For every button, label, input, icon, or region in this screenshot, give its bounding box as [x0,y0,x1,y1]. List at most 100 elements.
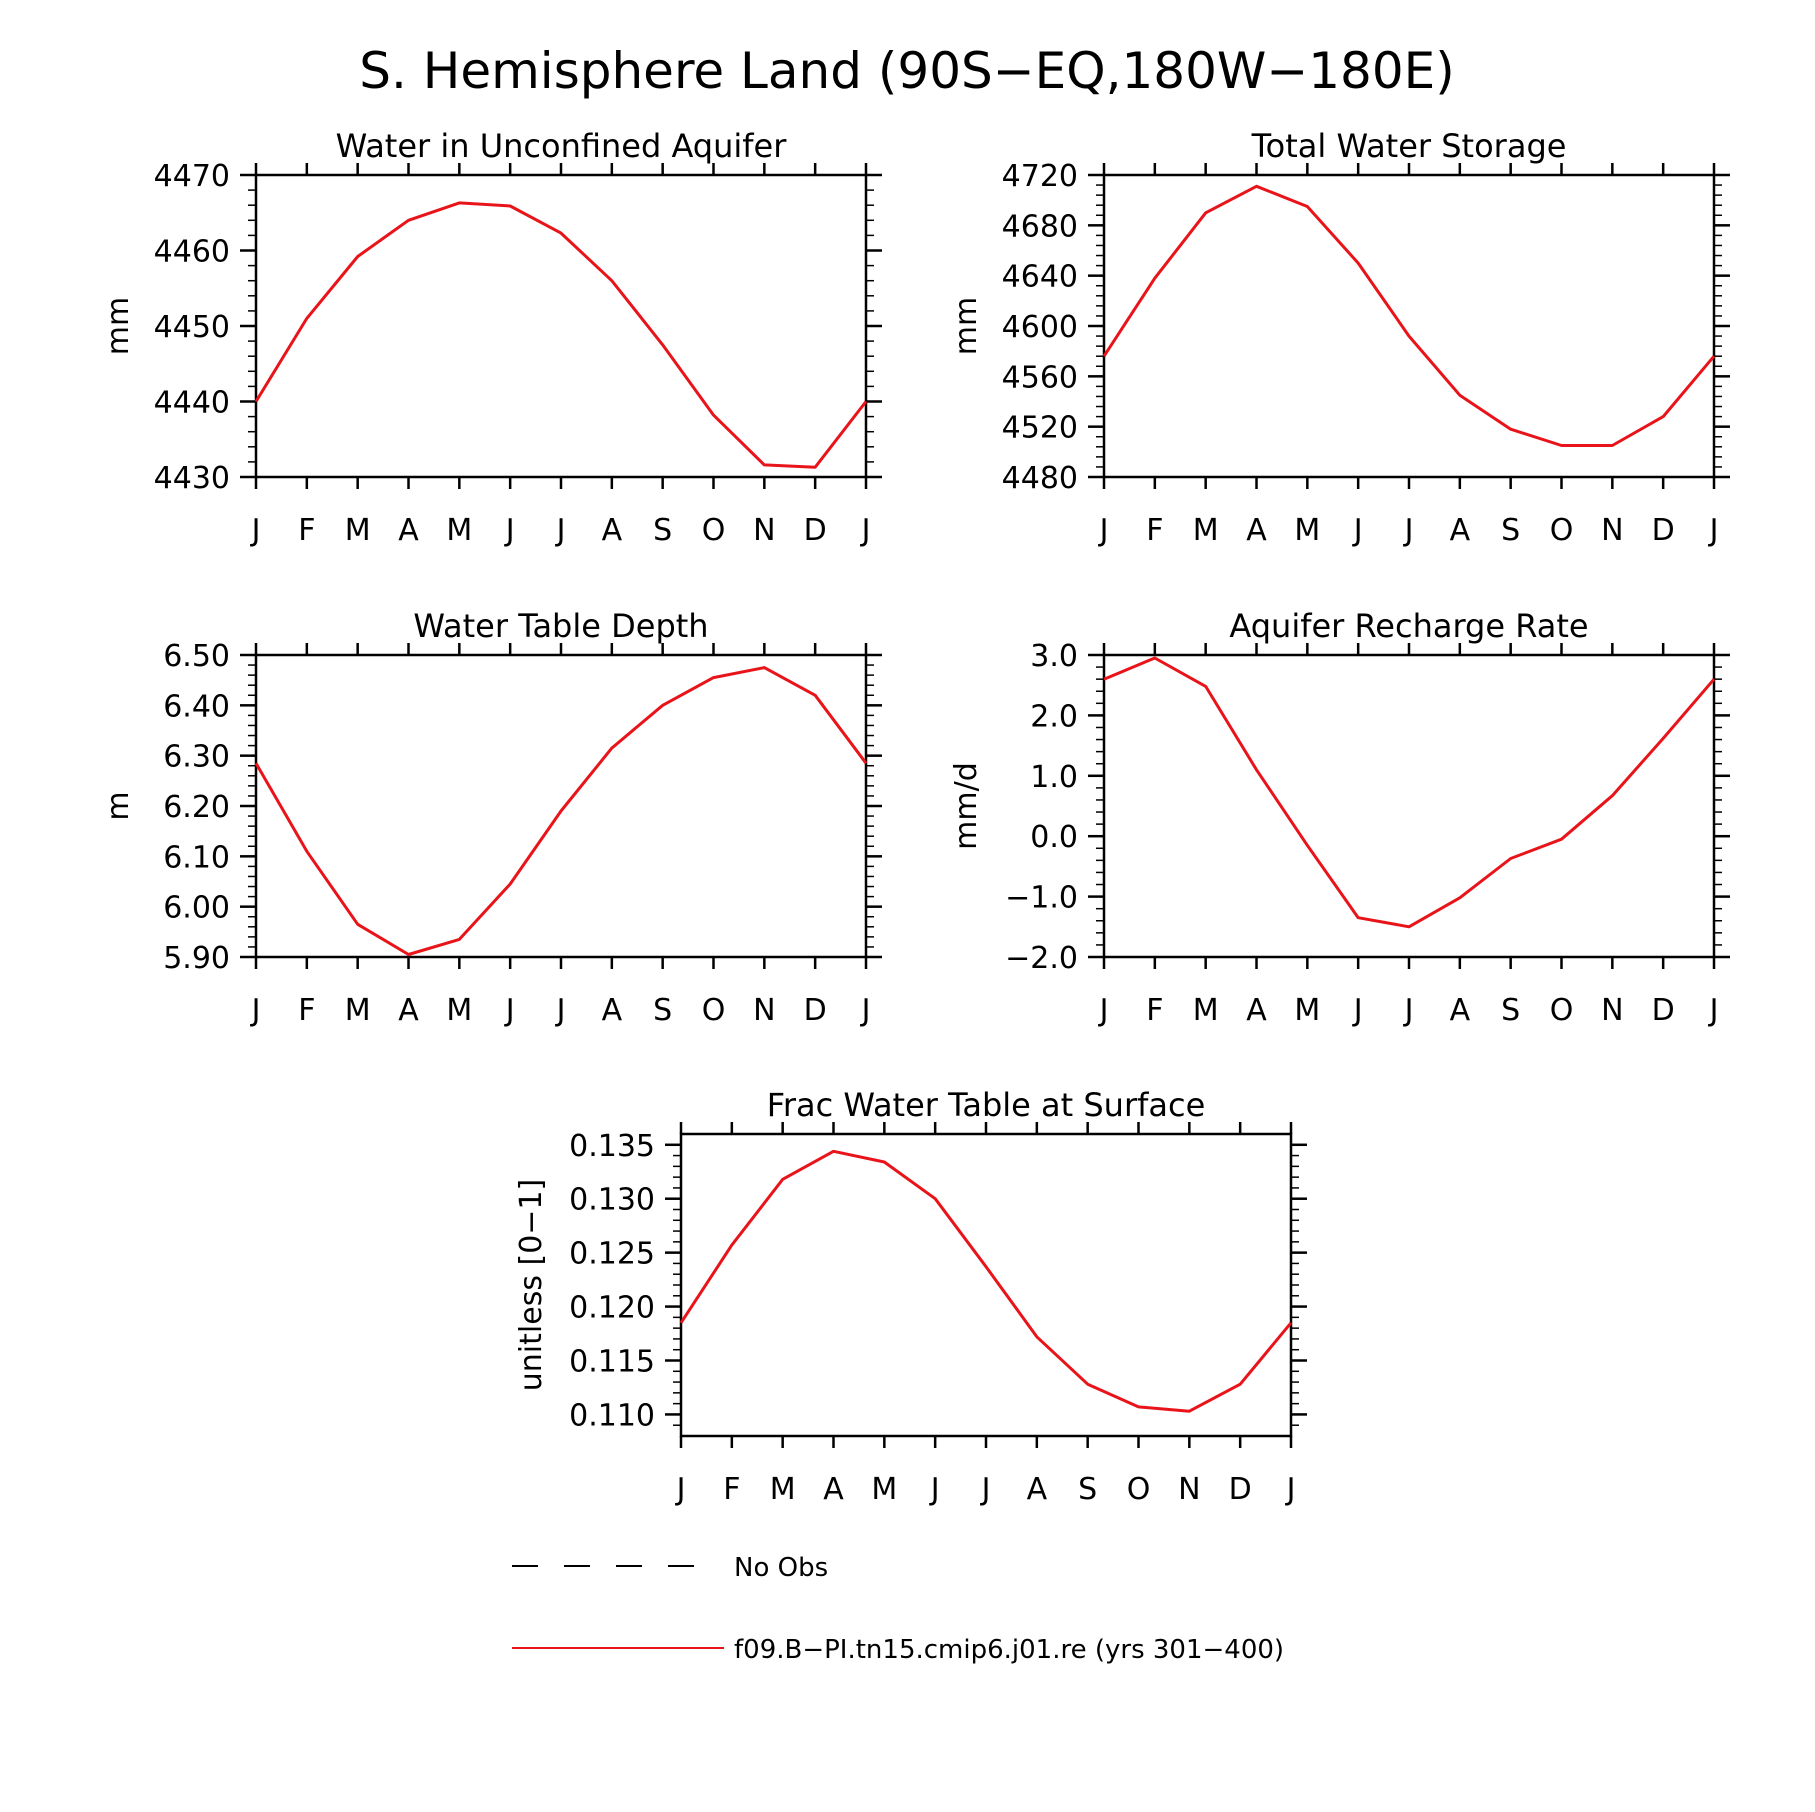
legend: No Obs f09.B−PI.tn15.cmip6.j01.re (yrs 3… [512,1553,1284,1665]
x-tick-label: F [298,993,315,1028]
x-tick-label: A [1246,513,1267,548]
x-tick-label: J [980,1472,991,1507]
y-tick-label: 6.10 [163,840,230,875]
x-tick-label: D [1652,993,1675,1028]
x-tick-label: M [345,993,371,1028]
panel-title: Total Water Storage [1251,127,1567,165]
y-tick-label: 4480 [1002,461,1078,496]
y-tick-label: 1.0 [1030,760,1078,795]
y-axis-label: mm/d [949,762,984,850]
x-tick-label: A [1450,513,1471,548]
x-tick-label: O [1127,1472,1151,1507]
y-tick-label: 0.130 [569,1183,655,1218]
y-axis-label: mm [949,297,984,355]
main-title: S. Hemisphere Land (90S−EQ,180W−180E) [359,42,1455,100]
x-tick-label: M [1193,513,1219,548]
y-tick-label: 4560 [1002,360,1078,395]
x-tick-label: M [1193,993,1219,1028]
x-tick-label: J [1708,993,1719,1028]
x-tick-label: J [929,1472,940,1507]
x-tick-label: N [753,513,775,548]
y-tick-label: 6.40 [163,689,230,724]
x-tick-label: D [804,513,827,548]
x-tick-label: A [602,993,623,1028]
plot-frame [1102,653,1716,959]
x-tick-label: N [1178,1472,1200,1507]
y-tick-label: 4600 [1002,310,1078,345]
y-tick-label: 4680 [1002,209,1078,244]
x-tick-label: A [1246,993,1267,1028]
plot-frame [1102,173,1716,479]
y-tick-label: 4720 [1002,159,1078,194]
x-tick-label: A [602,513,623,548]
series-line [1103,656,1716,929]
x-tick-label: J [250,993,261,1028]
x-tick-label: M [1294,513,1320,548]
y-tick-label: 4450 [154,310,230,345]
x-tick-label: J [1098,993,1109,1028]
x-tick-label: J [504,513,515,548]
y-tick-label: −1.0 [1005,881,1078,916]
x-tick-label: J [1403,993,1414,1028]
x-tick-label: N [1601,993,1623,1028]
y-tick-label: 4470 [154,159,230,194]
x-tick-label: A [398,513,419,548]
panel-title: Frac Water Table at Surface [767,1086,1206,1124]
y-tick-label: 6.20 [163,790,230,825]
y-tick-label: 3.0 [1030,639,1078,674]
x-tick-label: O [702,513,726,548]
x-tick-label: F [1146,993,1163,1028]
x-tick-label: O [702,993,726,1028]
x-tick-label: J [250,513,261,548]
x-tick-label: S [1501,993,1520,1028]
panel-title: Water in Unconfined Aquifer [336,127,788,165]
x-tick-label: F [1146,513,1163,548]
x-tick-label: A [1027,1472,1048,1507]
x-tick-label: M [345,513,371,548]
x-tick-label: O [1550,513,1574,548]
y-tick-label: 0.135 [569,1129,655,1164]
x-tick-label: J [1708,513,1719,548]
panel-title: Aquifer Recharge Rate [1229,607,1588,645]
y-tick-label: −2.0 [1005,941,1078,976]
x-tick-label: M [446,513,472,548]
x-tick-label: S [653,993,672,1028]
x-tick-label: O [1550,993,1574,1028]
series-line [679,1149,1293,1413]
x-tick-label: M [446,993,472,1028]
x-tick-label: J [1098,513,1109,548]
panel-title: Water Table Depth [413,607,708,645]
x-tick-label: F [298,513,315,548]
x-tick-label: J [675,1472,686,1507]
x-tick-label: J [555,993,566,1028]
x-tick-label: S [1501,513,1520,548]
x-tick-label: J [860,993,871,1028]
y-tick-label: 5.90 [163,941,230,976]
series-line [1102,184,1716,447]
legend-label-no-obs: No Obs [734,1553,828,1583]
y-tick-label: 4430 [154,461,230,496]
x-tick-label: A [823,1472,844,1507]
series-line [254,201,868,469]
x-tick-label: J [504,993,515,1028]
y-tick-label: 4640 [1002,260,1078,295]
x-tick-label: S [1078,1472,1097,1507]
x-tick-label: J [1352,993,1363,1028]
x-tick-label: M [1294,993,1320,1028]
y-tick-label: 0.115 [569,1345,655,1380]
x-tick-label: D [1652,513,1675,548]
x-tick-label: N [1601,513,1623,548]
y-axis-label: m [101,791,136,820]
plot-frame [679,1132,1293,1438]
y-tick-label: 2.0 [1030,699,1078,734]
x-tick-label: A [1450,993,1471,1028]
y-tick-label: 0.110 [569,1398,655,1433]
y-tick-label: 4460 [154,235,230,270]
y-tick-label: 0.120 [569,1291,655,1326]
x-tick-label: A [398,993,419,1028]
y-axis-label: mm [101,297,136,355]
